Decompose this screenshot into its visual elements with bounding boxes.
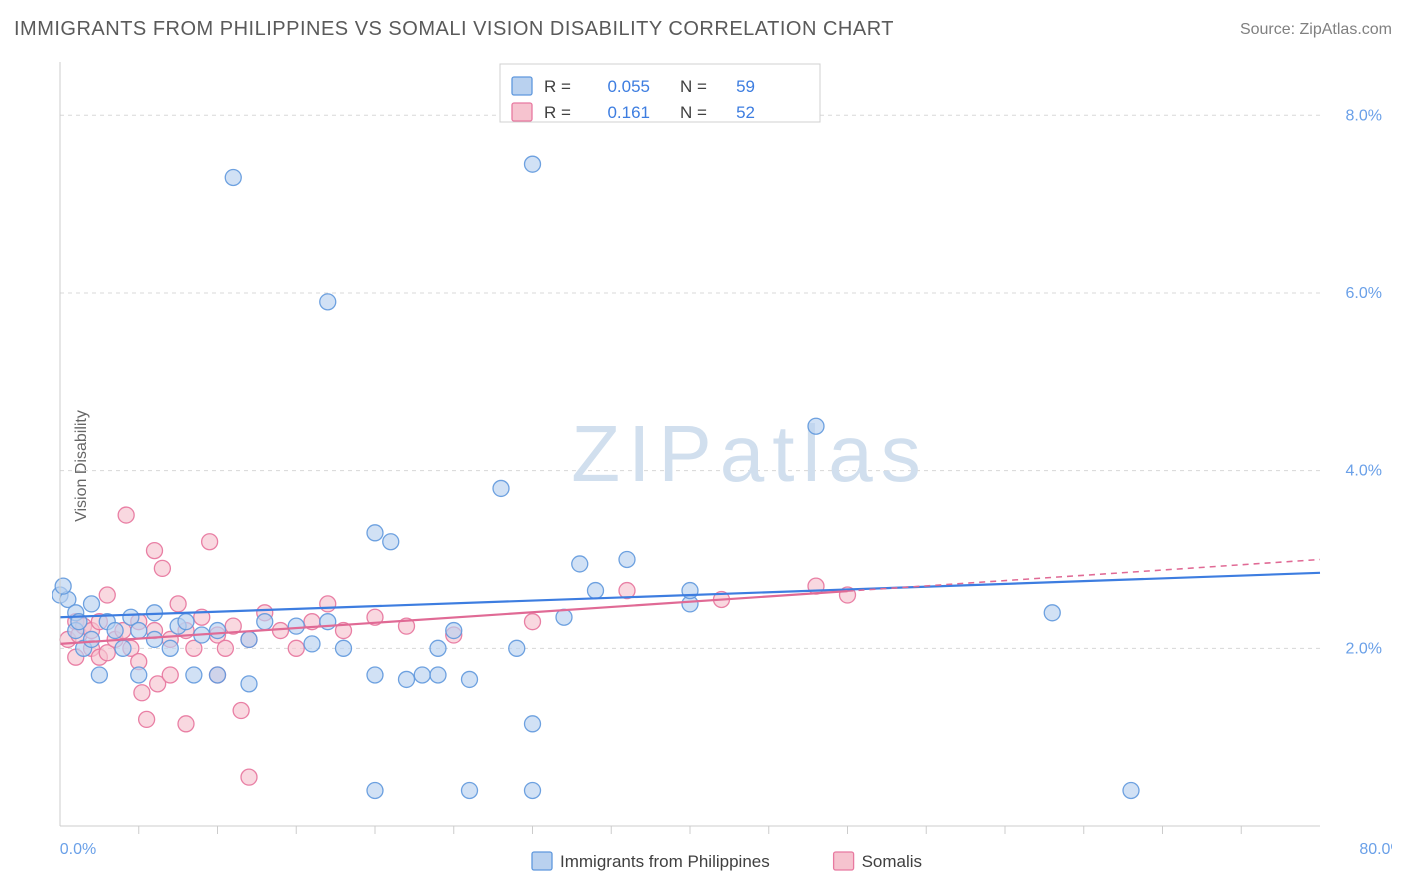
data-point — [367, 782, 383, 798]
data-point — [462, 671, 478, 687]
data-point — [241, 676, 257, 692]
x-tick-label: 80.0% — [1359, 841, 1392, 858]
legend-series-label: Immigrants from Philippines — [560, 852, 770, 871]
data-point — [320, 596, 336, 612]
data-point — [304, 636, 320, 652]
data-point — [525, 716, 541, 732]
legend-r-label: R = — [544, 77, 571, 96]
data-point — [336, 640, 352, 656]
data-point — [288, 618, 304, 634]
data-point — [202, 534, 218, 550]
data-point — [320, 294, 336, 310]
data-point — [91, 667, 107, 683]
legend-n-label: N = — [680, 103, 707, 122]
data-point — [154, 560, 170, 576]
legend-r-label: R = — [544, 103, 571, 122]
data-point — [430, 640, 446, 656]
data-point — [525, 782, 541, 798]
legend-swatch — [512, 77, 532, 95]
source-prefix: Source: — [1240, 21, 1300, 38]
legend-n-value: 59 — [736, 77, 755, 96]
data-point — [115, 640, 131, 656]
data-point — [139, 711, 155, 727]
legend-r-value: 0.055 — [607, 77, 650, 96]
data-point — [178, 614, 194, 630]
data-point — [619, 551, 635, 567]
data-point — [572, 556, 588, 572]
data-point — [383, 534, 399, 550]
data-point — [241, 769, 257, 785]
legend-r-value: 0.161 — [607, 103, 650, 122]
data-point — [55, 578, 71, 594]
data-point — [210, 667, 226, 683]
data-point — [147, 543, 163, 559]
data-point — [162, 640, 178, 656]
data-point — [588, 583, 604, 599]
data-point — [131, 623, 147, 639]
data-point — [808, 418, 824, 434]
data-point — [241, 631, 257, 647]
source-name: ZipAtlas.com — [1300, 21, 1392, 38]
data-point — [217, 640, 233, 656]
data-point — [493, 480, 509, 496]
y-tick-label: 4.0% — [1346, 463, 1382, 480]
data-point — [131, 667, 147, 683]
legend-n-label: N = — [680, 77, 707, 96]
y-tick-label: 2.0% — [1346, 640, 1382, 657]
data-point — [84, 596, 100, 612]
page-title: IMMIGRANTS FROM PHILIPPINES VS SOMALI VI… — [14, 18, 894, 41]
data-point — [225, 169, 241, 185]
data-point — [367, 667, 383, 683]
data-point — [288, 640, 304, 656]
data-point — [162, 667, 178, 683]
data-point — [147, 631, 163, 647]
data-point — [99, 587, 115, 603]
data-point — [399, 671, 415, 687]
legend-series-label: Somalis — [862, 852, 922, 871]
data-point — [134, 685, 150, 701]
legend-n-value: 52 — [736, 103, 755, 122]
data-point — [170, 596, 186, 612]
data-point — [509, 640, 525, 656]
data-point — [414, 667, 430, 683]
data-point — [367, 525, 383, 541]
data-point — [1044, 605, 1060, 621]
data-point — [107, 623, 123, 639]
data-point — [525, 156, 541, 172]
x-tick-label: 0.0% — [60, 841, 96, 858]
data-point — [525, 614, 541, 630]
legend-swatch — [512, 103, 532, 121]
data-point — [233, 703, 249, 719]
data-point — [118, 507, 134, 523]
data-point — [210, 623, 226, 639]
source-attribution: Source: ZipAtlas.com — [1240, 21, 1392, 39]
scatter-plot: 2.0% 4.0% 6.0% 8.0% ZIPatlas 0.0% 80.0% R = 0.05… — [52, 56, 1392, 876]
chart-container: Vision Disability 2.0%4.0%6.0%8.0%ZIPatl… — [14, 56, 1392, 876]
data-point — [186, 667, 202, 683]
data-point — [257, 614, 273, 630]
y-tick-label: 8.0% — [1346, 107, 1382, 124]
legend-swatch — [834, 852, 854, 870]
data-point — [430, 667, 446, 683]
y-tick-label: 6.0% — [1346, 285, 1382, 302]
watermark: ZIPatlas — [571, 409, 928, 498]
legend-series: Immigrants from Philippines Somalis — [532, 852, 922, 871]
data-point — [1123, 782, 1139, 798]
legend-swatch — [532, 852, 552, 870]
data-point — [446, 623, 462, 639]
data-point — [556, 609, 572, 625]
data-point — [462, 782, 478, 798]
data-point — [178, 716, 194, 732]
data-point — [84, 631, 100, 647]
